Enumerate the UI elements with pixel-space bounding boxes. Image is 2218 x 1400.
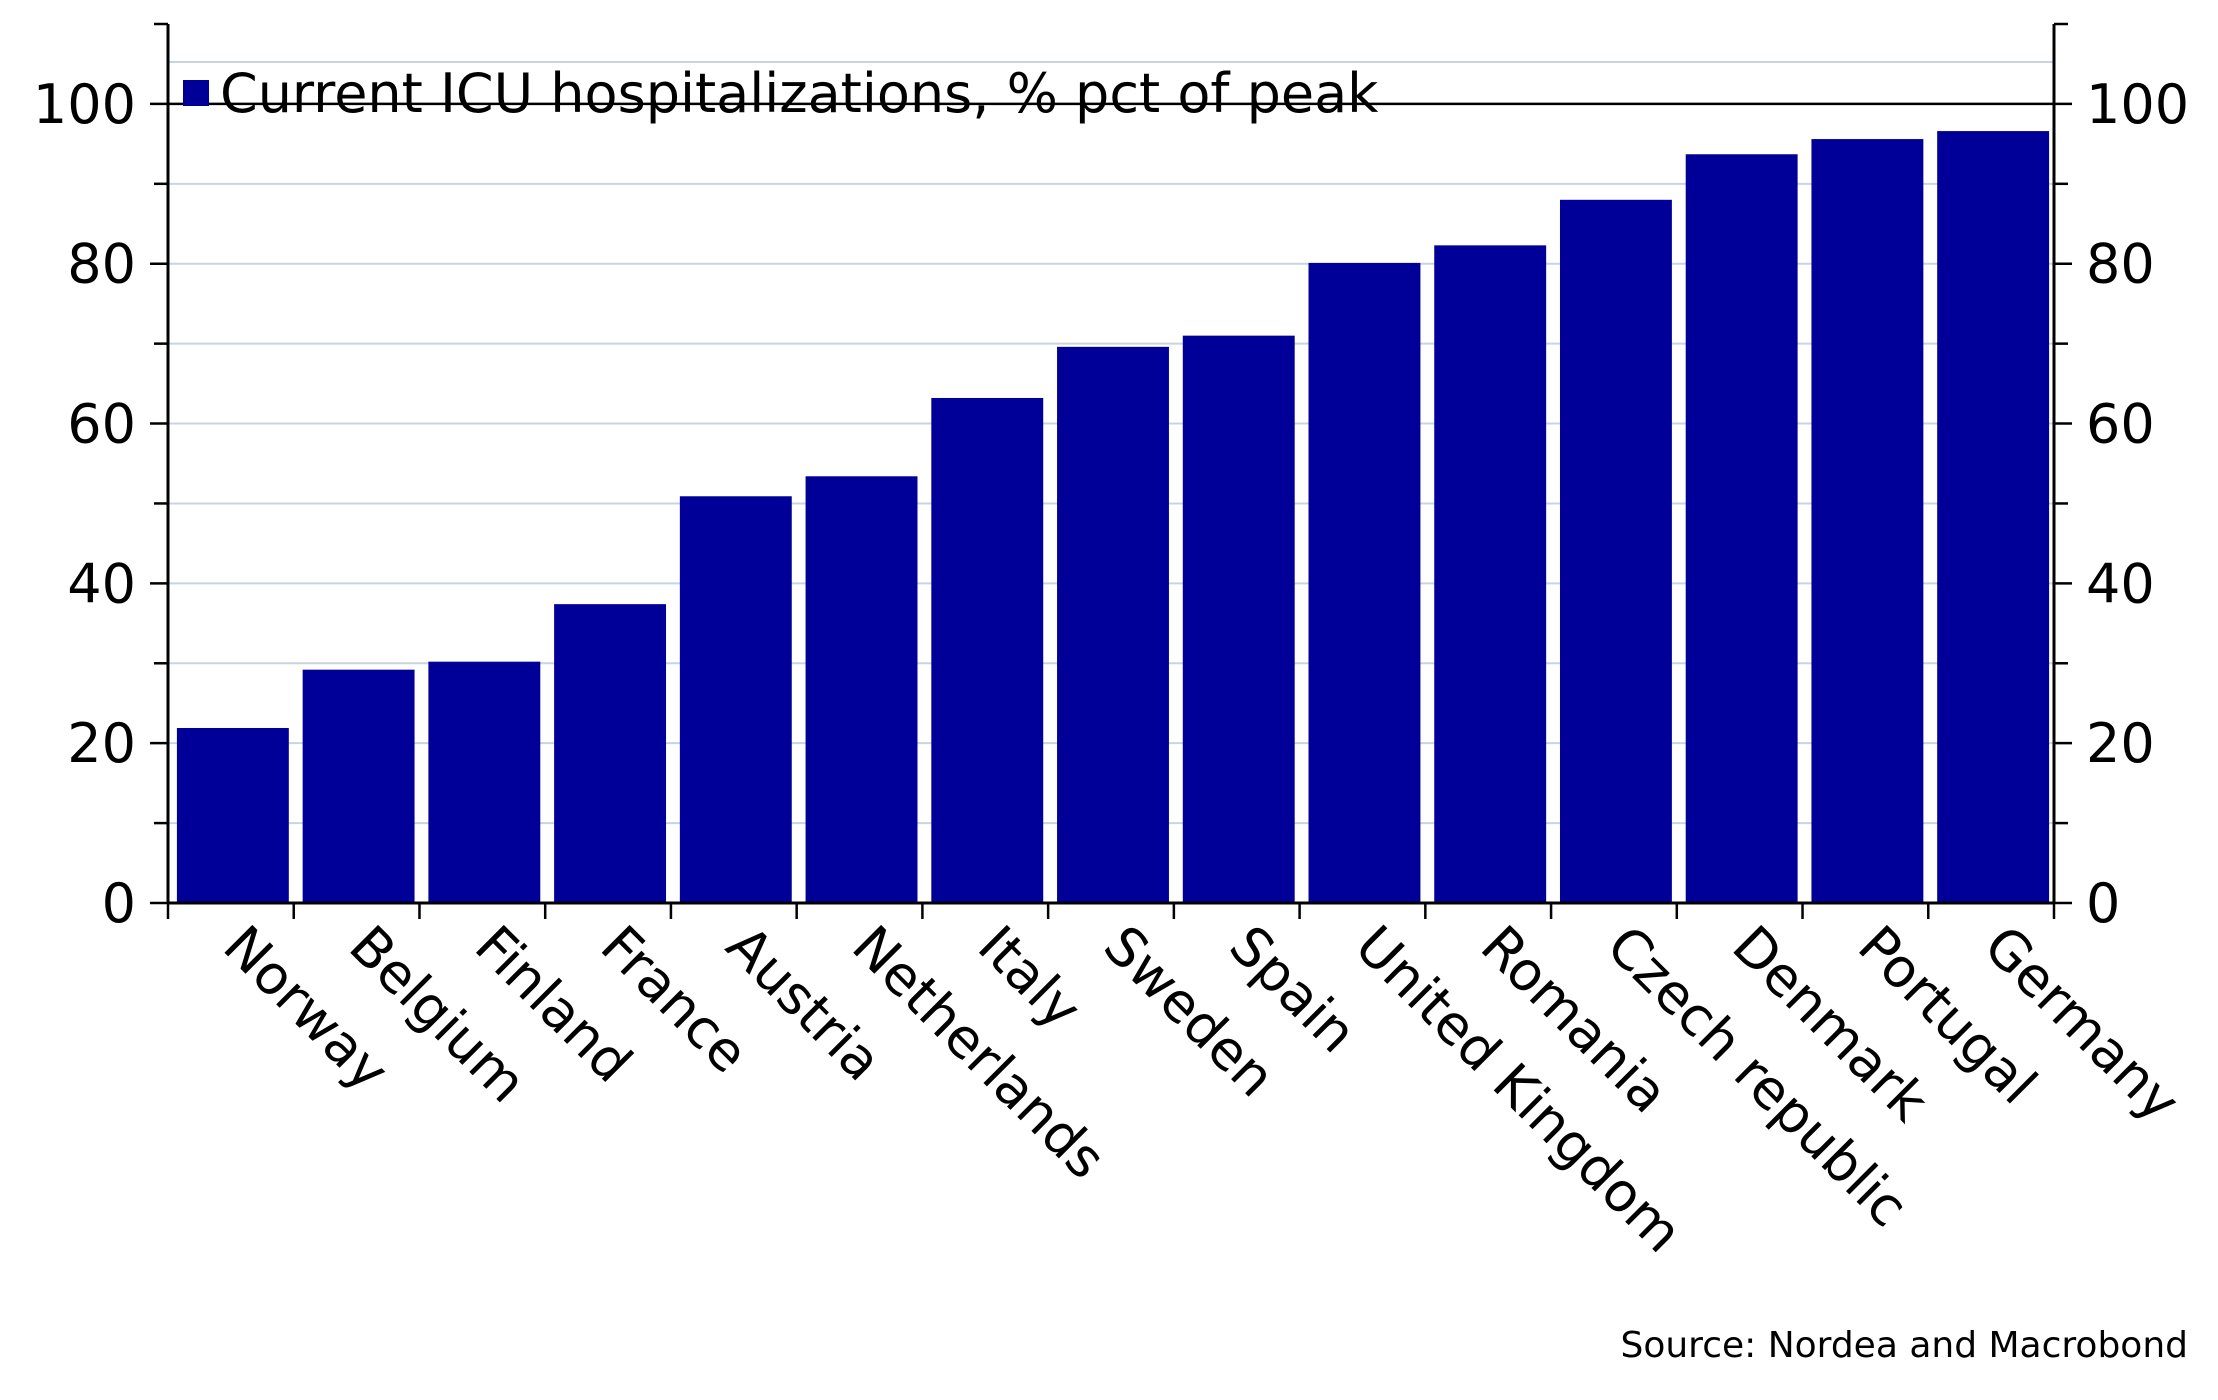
y-tick-label-left: 100 — [33, 73, 136, 136]
y-tick-label-left: 80 — [67, 233, 136, 296]
y-tick-label-right: 20 — [2086, 712, 2155, 775]
bars — [176, 131, 2050, 904]
tick-labels: 0 0 20 20 40 40 60 60 80 80 100 100 — [33, 73, 2189, 935]
y-tick-label-left: 20 — [67, 712, 136, 775]
bar-czech-republic — [1559, 199, 1672, 904]
y-tick-label-right: 60 — [2086, 393, 2155, 456]
y-tick-label-left: 60 — [67, 393, 136, 456]
bar-norway — [176, 727, 289, 903]
bar-denmark — [1685, 154, 1798, 903]
legend-label: Current ICU hospitalizations, % pct of p… — [220, 62, 1379, 125]
axes — [150, 22, 2072, 919]
bar-united-kingdom — [1308, 262, 1421, 903]
bar-netherlands — [805, 476, 918, 903]
y-tick-label-right: 0 — [2086, 872, 2120, 935]
bar-germany — [1937, 131, 2050, 903]
source-note: Source: Nordea and Macrobond — [1620, 1325, 2188, 1366]
legend-swatch — [183, 80, 209, 106]
bar-romania — [1434, 245, 1547, 904]
y-tick-label-right: 40 — [2086, 552, 2155, 615]
y-tick-label-right: 100 — [2086, 73, 2189, 136]
bar-belgium — [302, 669, 415, 903]
bar-portugal — [1811, 139, 1924, 903]
y-tick-label-right: 80 — [2086, 233, 2155, 296]
legend: Current ICU hospitalizations, % pct of p… — [183, 62, 1379, 125]
bar-spain — [1182, 335, 1295, 903]
bar-sweden — [1057, 346, 1169, 903]
bar-austria — [679, 496, 792, 903]
bar-france — [554, 604, 667, 903]
y-tick-label-left: 40 — [67, 552, 136, 615]
y-tick-label-left: 0 — [102, 872, 136, 935]
category-labels: NorwayBelgiumFinlandFranceAustriaNetherl… — [212, 914, 2192, 1265]
bar-italy — [931, 397, 1044, 903]
bar-finland — [428, 661, 541, 903]
